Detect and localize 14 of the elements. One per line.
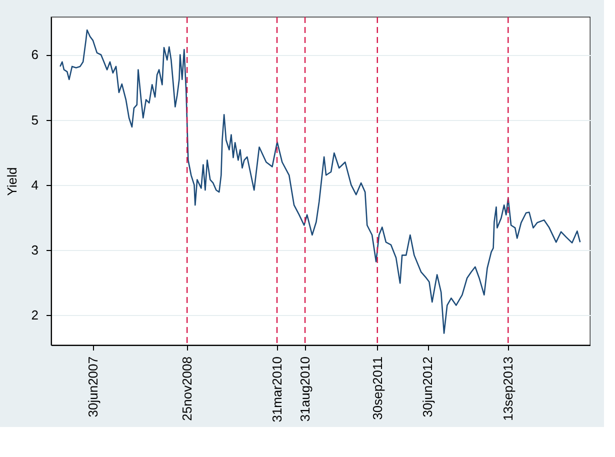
- y-tick-label: 2: [31, 308, 38, 323]
- x-tick-label: 30jun2007: [85, 356, 100, 418]
- x-tick-label: 13sep2013: [500, 356, 516, 421]
- x-tick-label: 25nov2008: [180, 356, 195, 421]
- x-tick-label: 31aug2010: [298, 356, 313, 422]
- y-tick-label: 4: [31, 177, 38, 192]
- x-tick-label: 31mar2010: [270, 356, 285, 422]
- y-axis-title: Yield: [4, 167, 20, 196]
- y-tick-label: 3: [31, 242, 38, 258]
- y-tick-label: 5: [31, 112, 38, 128]
- line-series: [60, 29, 581, 334]
- y-tick-label: 6: [31, 47, 38, 62]
- x-tick-label: 30sep2011: [370, 356, 385, 420]
- x-tick-label: 30jun2012: [420, 356, 436, 418]
